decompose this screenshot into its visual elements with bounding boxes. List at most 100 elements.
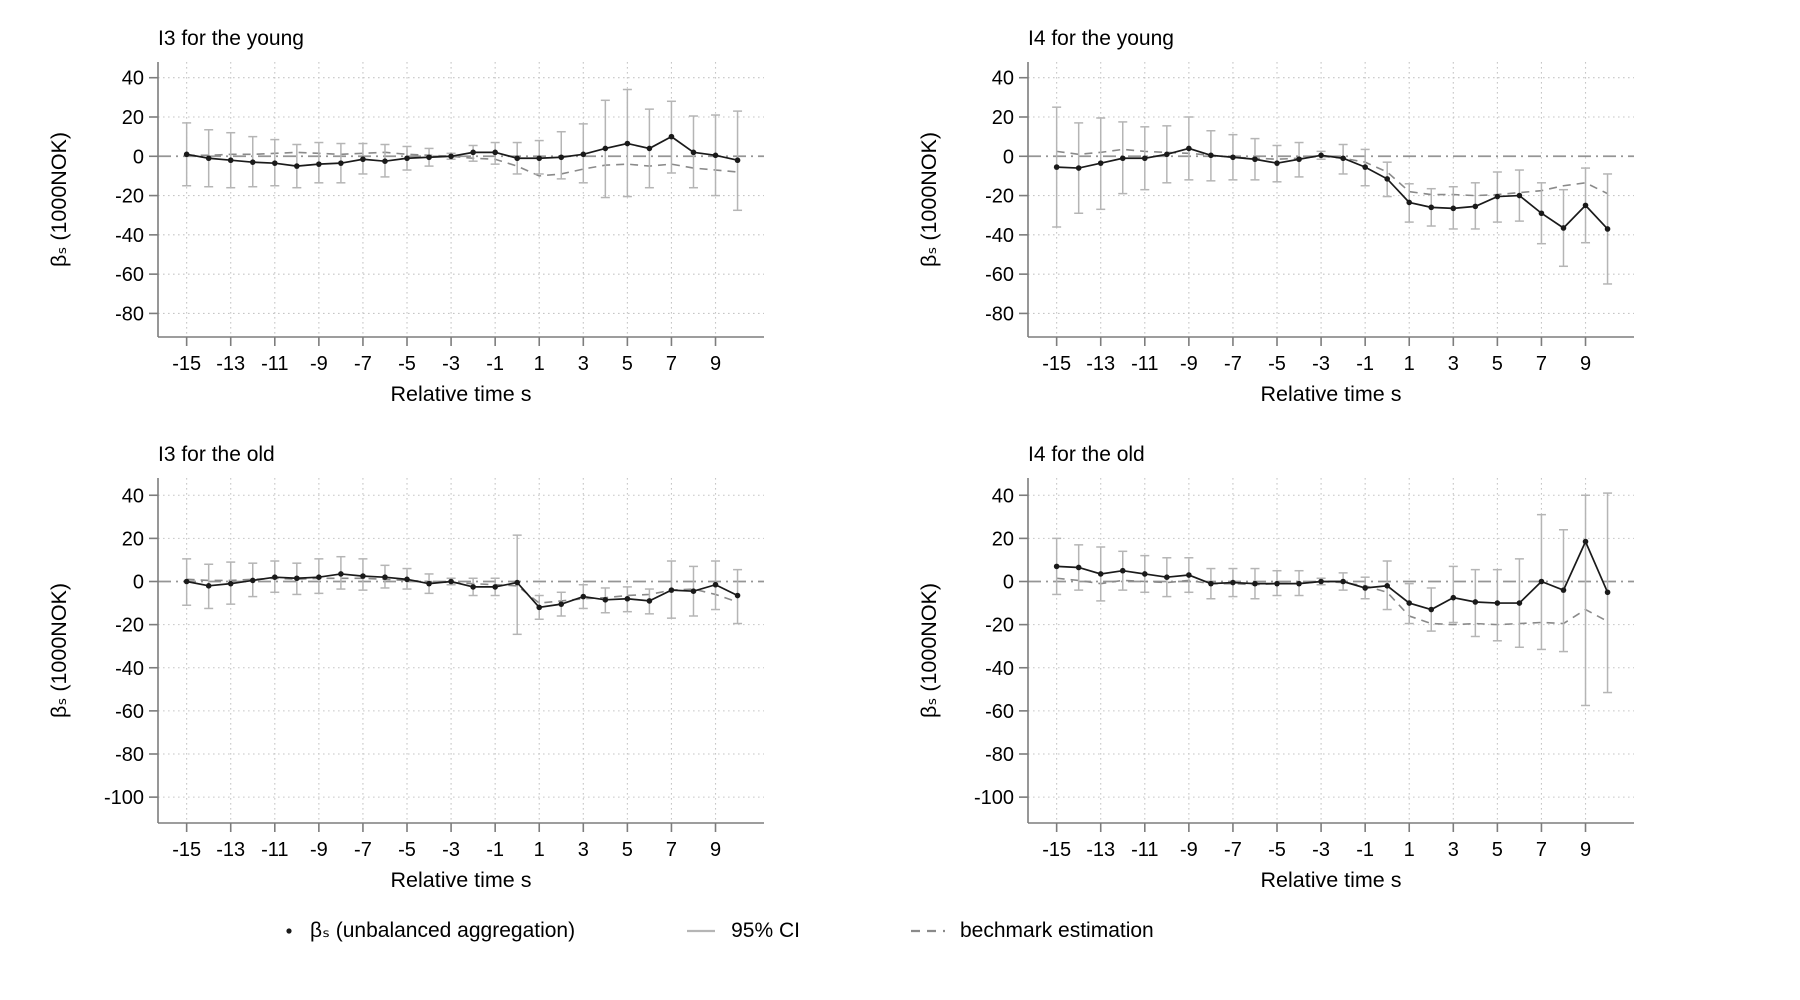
svg-text:-100: -100 (974, 787, 1014, 809)
svg-text:-80: -80 (115, 303, 144, 325)
axes (149, 478, 764, 832)
svg-text:-100: -100 (104, 787, 144, 809)
dash-icon (910, 926, 946, 936)
panel-title: I4 for the young (1028, 27, 1174, 50)
svg-text:-7: -7 (1224, 353, 1242, 375)
svg-text:20: 20 (122, 107, 144, 129)
svg-text:-5: -5 (398, 839, 416, 861)
svg-text:0: 0 (1003, 146, 1014, 168)
svg-text:1: 1 (1404, 839, 1415, 861)
svg-text:-40: -40 (115, 225, 144, 247)
panel-i3-old: 40 20 0 -20 -40 -60 -80 -100 -15 -13 -11 -9 -7 -5 -3 -1… (28, 428, 800, 903)
gridlines (158, 478, 764, 823)
panel-title: I4 for the old (1028, 443, 1145, 466)
svg-text:-13: -13 (216, 839, 245, 861)
svg-text:-13: -13 (1086, 353, 1115, 375)
panel-title: I3 for the young (158, 27, 304, 50)
legend-item-beta: βₛ (unbalanced aggregation) (282, 918, 575, 943)
svg-text:-80: -80 (985, 744, 1014, 766)
svg-text:-40: -40 (985, 225, 1014, 247)
x-axis-label: Relative time s (391, 868, 532, 892)
svg-text:-13: -13 (216, 353, 245, 375)
dot-icon (282, 926, 296, 936)
svg-text:-80: -80 (115, 744, 144, 766)
svg-text:1: 1 (534, 839, 545, 861)
svg-text:0: 0 (133, 146, 144, 168)
svg-text:3: 3 (578, 353, 589, 375)
svg-text:7: 7 (666, 353, 677, 375)
panel-i4-old: 40 20 0 -20 -40 -60 -80 -100 -15 -13 -11 -9 -7 -5 -3 -1… (898, 428, 1670, 903)
svg-text:7: 7 (1536, 353, 1547, 375)
legend-item-benchmark: bechmark estimation (910, 919, 1154, 943)
y-axis-label: βₛ (1000NOK) (917, 583, 941, 718)
panel-title: I3 for the old (158, 443, 275, 466)
svg-text:5: 5 (622, 353, 633, 375)
svg-text:-9: -9 (1180, 353, 1198, 375)
svg-text:9: 9 (1580, 839, 1591, 861)
line-icon (685, 926, 717, 936)
beta-markers (183, 133, 741, 169)
ci-bars (1052, 492, 1613, 707)
svg-text:3: 3 (1448, 353, 1459, 375)
svg-text:20: 20 (992, 528, 1014, 550)
svg-text:40: 40 (122, 68, 144, 90)
y-axis-label: βₛ (1000NOK) (917, 132, 941, 267)
axes (1019, 478, 1634, 832)
gridlines (158, 62, 764, 337)
svg-text:-11: -11 (1131, 353, 1158, 375)
legend-item-ci: 95% CI (685, 919, 800, 943)
beta-markers (1053, 145, 1611, 232)
svg-text:20: 20 (122, 528, 144, 550)
svg-text:-11: -11 (261, 839, 288, 861)
svg-text:-40: -40 (115, 658, 144, 680)
ci-bars (182, 88, 743, 212)
svg-text:-60: -60 (115, 264, 144, 286)
gridlines (1028, 478, 1634, 823)
gridlines (1028, 62, 1634, 337)
svg-text:-11: -11 (261, 353, 288, 375)
svg-text:-9: -9 (1180, 839, 1198, 861)
svg-text:9: 9 (1580, 353, 1591, 375)
svg-text:-20: -20 (985, 615, 1014, 637)
panel-i3-young: 40 20 0 -20 -40 -60 -80 -15 -13 -11 -9 -7 -5 -3 -1 1 3 5 7… (28, 12, 800, 417)
svg-text:-7: -7 (1224, 839, 1242, 861)
figure-legend: βₛ (unbalanced aggregation) 95% CI bechm… (282, 918, 1154, 943)
svg-text:-20: -20 (115, 615, 144, 637)
svg-text:-15: -15 (172, 353, 201, 375)
svg-text:1: 1 (1404, 353, 1415, 375)
legend-label-benchmark: bechmark estimation (959, 918, 1154, 942)
svg-text:9: 9 (710, 353, 721, 375)
svg-text:-7: -7 (354, 353, 372, 375)
axes (149, 62, 764, 346)
svg-text:-20: -20 (115, 186, 144, 208)
svg-text:-60: -60 (985, 264, 1014, 286)
svg-text:-1: -1 (486, 839, 504, 861)
svg-text:-3: -3 (1312, 353, 1330, 375)
benchmark-line (186, 151, 738, 177)
beta-line (186, 135, 738, 167)
svg-text:-3: -3 (1312, 839, 1330, 861)
x-axis-label: Relative time s (391, 382, 532, 406)
svg-text:1: 1 (534, 353, 545, 375)
svg-text:-13: -13 (1086, 839, 1115, 861)
svg-text:-1: -1 (1356, 353, 1374, 375)
svg-text:-60: -60 (985, 701, 1014, 723)
x-axis-label: Relative time s (1261, 868, 1402, 892)
beta-line (1056, 147, 1609, 230)
svg-text:-7: -7 (354, 839, 372, 861)
svg-text:-5: -5 (1268, 839, 1286, 861)
beta-line (1056, 539, 1609, 611)
svg-text:-9: -9 (310, 353, 328, 375)
svg-text:-11: -11 (1131, 839, 1158, 861)
x-axis-label: Relative time s (1261, 382, 1402, 406)
svg-text:5: 5 (622, 839, 633, 861)
svg-text:-15: -15 (1042, 353, 1071, 375)
svg-text:0: 0 (133, 572, 144, 594)
svg-text:20: 20 (992, 107, 1014, 129)
